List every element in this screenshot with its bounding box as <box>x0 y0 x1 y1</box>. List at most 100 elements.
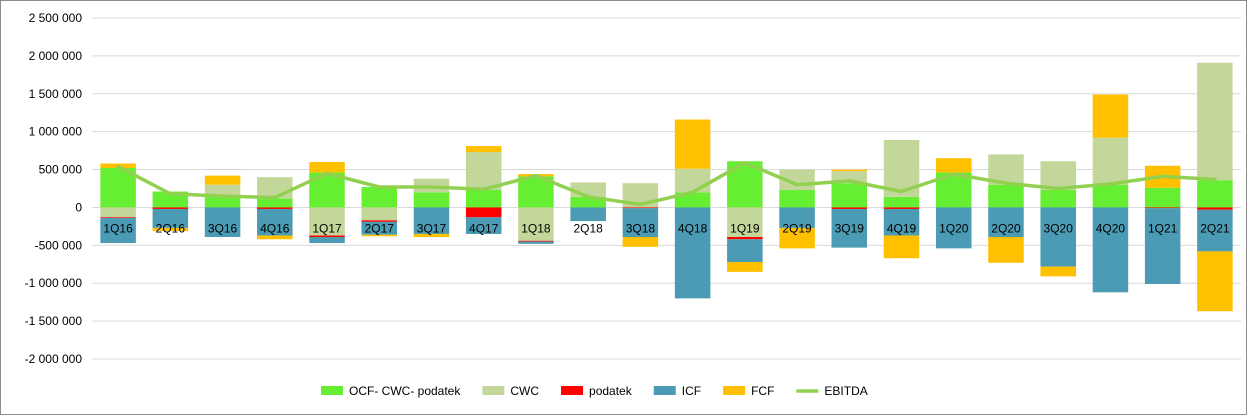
bar-segment <box>779 190 815 208</box>
bar-segment <box>1144 208 1181 284</box>
legend-swatch <box>653 386 676 395</box>
bar-segment <box>518 207 554 241</box>
bar-segment <box>100 218 136 244</box>
x-tick-label: 4Q18 <box>678 221 708 235</box>
x-tick-label: 4Q17 <box>469 221 499 235</box>
bar-segment <box>1197 62 1233 181</box>
bar-segment <box>779 207 815 228</box>
bar-segment <box>622 236 659 247</box>
bar-segment <box>100 217 136 219</box>
bar-segment <box>1092 207 1129 293</box>
bar-segment <box>727 239 763 263</box>
bar-segment <box>1197 207 1233 210</box>
y-tick-label: 0 <box>75 200 82 214</box>
bar-segment <box>465 190 502 208</box>
bar-segment <box>257 235 293 240</box>
legend-label: ICF <box>682 384 701 398</box>
x-tick-label: 3Q18 <box>626 221 656 235</box>
y-tick-label: 2 500 000 <box>29 11 83 25</box>
bar-segment <box>883 208 920 236</box>
bar-segment <box>152 207 189 209</box>
bar-segment <box>1040 161 1076 191</box>
x-tick-label: 2Q19 <box>782 221 812 235</box>
bar-segment <box>727 262 763 272</box>
x-tick-label: 2Q21 <box>1200 221 1230 235</box>
bar-segment <box>465 217 502 234</box>
bar-segment <box>204 207 241 237</box>
x-tick-label: 3Q17 <box>417 221 447 235</box>
bar-segment <box>465 207 502 218</box>
bar-segment <box>674 207 711 299</box>
bar-segment <box>257 207 293 209</box>
x-tick-label: 3Q19 <box>835 221 865 235</box>
x-tick-label: 2Q17 <box>365 221 395 235</box>
bar-segment <box>257 177 293 199</box>
bar-segment <box>413 233 450 237</box>
bar-segment <box>309 236 345 244</box>
bar-segment <box>1040 266 1076 277</box>
x-tick-label: 3Q16 <box>208 221 238 235</box>
y-tick-label: 1 000 000 <box>29 125 83 139</box>
bar-segment <box>622 207 659 209</box>
bar-segment <box>465 152 502 191</box>
x-tick-label: 1Q18 <box>521 221 551 235</box>
x-tick-label: 1Q16 <box>103 221 133 235</box>
bar-segment <box>935 158 972 173</box>
x-tick-label: 1Q17 <box>312 221 342 235</box>
legend-swatch <box>723 386 746 395</box>
x-tick-label: 2Q16 <box>156 221 186 235</box>
bar-segment <box>204 184 241 197</box>
bar-segment <box>309 235 345 237</box>
y-tick-label: 500 000 <box>39 163 83 177</box>
bar-segment <box>883 196 920 208</box>
bar-segment <box>361 186 398 208</box>
bar-segment <box>1092 184 1129 208</box>
bar-segment <box>1197 209 1233 252</box>
bar-segment <box>1144 187 1181 208</box>
bar-segment <box>727 207 763 237</box>
legend-label: CWC <box>510 384 539 398</box>
bar-segment <box>465 146 502 153</box>
bar-segment <box>1144 207 1181 209</box>
bar-segment <box>935 207 972 249</box>
legend-label: OCF- CWC- podatek <box>349 384 461 398</box>
bar-segment <box>1092 137 1129 185</box>
bar-segment <box>361 234 398 237</box>
bar-segment <box>257 198 293 208</box>
y-tick-label: 1 500 000 <box>29 87 83 101</box>
bar-segment <box>779 227 815 249</box>
x-tick-label: 2Q20 <box>991 221 1021 235</box>
bar-segment <box>831 183 868 208</box>
bar-segment <box>518 240 554 242</box>
bar-segment <box>570 182 606 197</box>
bar-segment <box>413 207 450 234</box>
bar-segment <box>831 208 868 248</box>
bar-segment <box>204 175 241 185</box>
series-line-ebitda <box>116 160 1217 207</box>
bar-segment <box>988 184 1024 208</box>
y-tick-label: -1 500 000 <box>25 314 83 328</box>
bar-segment <box>518 241 554 244</box>
bar-segment <box>1040 207 1076 267</box>
bar-segment <box>1197 251 1233 312</box>
bar-segment <box>570 196 606 208</box>
y-tick-label: 2 000 000 <box>29 49 83 63</box>
bar-segment <box>674 119 711 169</box>
bar-segment <box>361 207 398 221</box>
bar-segment <box>413 192 450 208</box>
bar-segment <box>988 207 1024 237</box>
x-tick-label: 1Q19 <box>730 221 760 235</box>
bar-segment <box>831 207 868 209</box>
bar-segment <box>727 236 763 240</box>
bar-segment <box>674 168 711 193</box>
x-tick-label: 4Q16 <box>260 221 290 235</box>
x-tick-label: 2Q18 <box>573 221 603 235</box>
bar-segment <box>361 220 398 222</box>
bar-segment <box>152 227 189 231</box>
bar-segment <box>988 236 1024 263</box>
bar-segment <box>204 196 241 208</box>
legend-label: podatek <box>589 384 633 398</box>
bar-segment <box>257 208 293 236</box>
x-tick-label: 4Q19 <box>887 221 917 235</box>
